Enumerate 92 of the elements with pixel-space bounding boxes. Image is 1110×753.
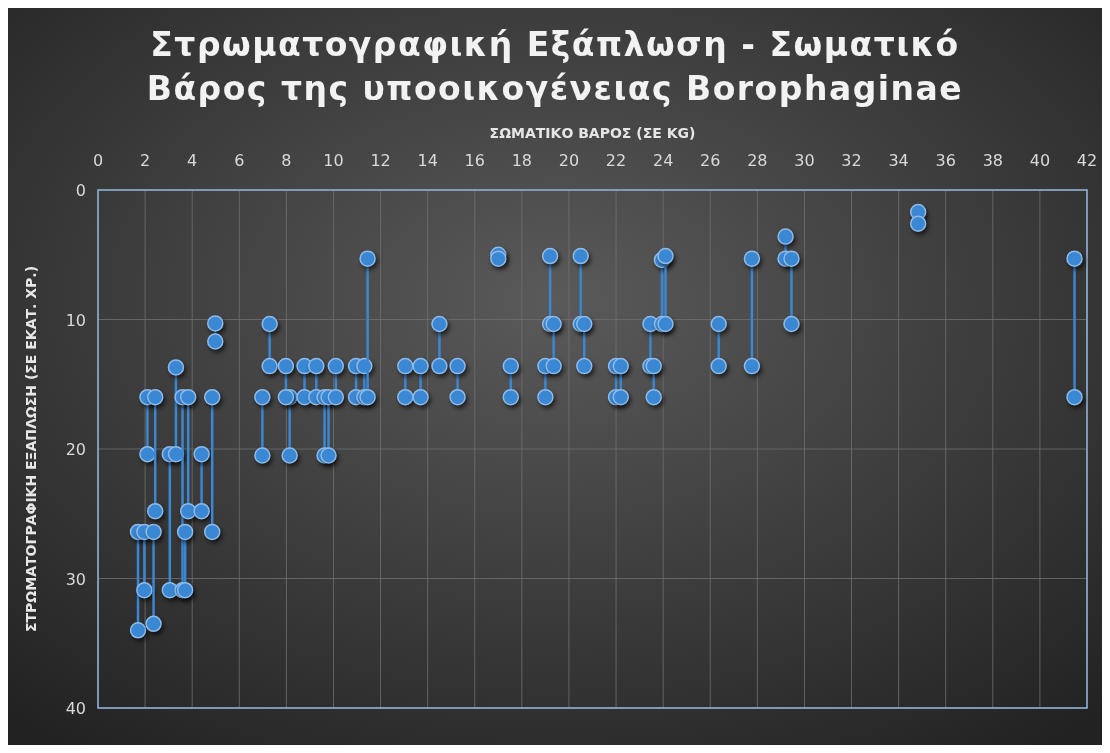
point <box>327 388 345 406</box>
point <box>777 228 794 245</box>
point <box>545 357 562 375</box>
point <box>576 315 593 333</box>
x-tick-label: 8 <box>281 151 292 170</box>
x-tick-label: 28 <box>747 151 768 170</box>
x-tick-label: 32 <box>841 151 862 170</box>
x-tick-label: 4 <box>187 151 198 170</box>
x-tick-label: 26 <box>700 151 721 170</box>
point <box>612 357 630 375</box>
point <box>207 315 224 332</box>
point <box>783 315 800 333</box>
x-tick-label: 20 <box>558 151 580 170</box>
x-tick-label: 2 <box>140 151 151 170</box>
point <box>545 315 562 333</box>
point <box>657 247 674 265</box>
point <box>277 388 295 406</box>
x-tick-label: 14 <box>417 151 438 170</box>
point <box>431 357 448 375</box>
point <box>541 247 559 265</box>
point <box>308 357 325 375</box>
x-tick-label: 40 <box>1029 151 1051 170</box>
point <box>576 357 593 375</box>
point <box>710 315 727 333</box>
point <box>743 250 761 267</box>
point <box>327 357 345 375</box>
point <box>909 215 927 232</box>
chart-title: Στρωματογραφική Εξάπλωση - Σωματικό Βάρος της υποοικογένειας Borophaginae <box>146 25 964 108</box>
point <box>1066 388 1083 406</box>
x-tick-label: 24 <box>652 151 674 170</box>
point <box>612 388 630 406</box>
point <box>397 388 414 406</box>
point <box>710 357 727 375</box>
x-tick-label: 30 <box>794 151 815 170</box>
x-tick-label: 10 <box>323 151 344 170</box>
point <box>359 250 376 267</box>
point <box>449 388 466 406</box>
point <box>783 250 800 267</box>
point <box>136 581 153 599</box>
point <box>207 333 224 350</box>
x-tick-label: 0 <box>92 151 104 170</box>
point <box>657 315 674 333</box>
x-axis-title: ΣΩΜΑΤΙΚΟ ΒΑΡΟΣ (ΣΕ KG) <box>489 125 696 141</box>
point <box>167 359 185 376</box>
point <box>176 523 194 541</box>
point <box>449 357 466 375</box>
point <box>645 388 662 406</box>
point <box>254 447 271 464</box>
point <box>254 388 271 406</box>
point <box>431 315 448 333</box>
point <box>193 502 210 520</box>
point <box>203 523 221 541</box>
x-tick-label: 42 <box>1076 151 1098 170</box>
point <box>145 523 162 541</box>
point <box>1066 250 1083 267</box>
point <box>261 357 278 375</box>
point <box>502 357 520 375</box>
x-tick-label: 38 <box>982 151 1003 170</box>
y-tick-label: 10 <box>65 310 86 330</box>
point <box>281 447 298 464</box>
point <box>490 250 507 267</box>
point <box>203 388 221 406</box>
point <box>537 388 554 406</box>
x-tick-label: 34 <box>888 151 909 170</box>
point <box>139 445 156 463</box>
point <box>572 247 589 265</box>
x-tick-label: 16 <box>464 151 485 170</box>
point <box>412 357 429 375</box>
point <box>179 502 197 520</box>
point <box>412 388 429 406</box>
point <box>277 357 295 375</box>
y-tick-label: 0 <box>75 181 86 200</box>
point <box>193 445 210 463</box>
x-tick-label: 18 <box>511 151 533 170</box>
x-tick-label: 36 <box>935 151 956 170</box>
point <box>743 357 761 375</box>
y-tick-label: 20 <box>65 440 86 459</box>
point <box>146 388 164 406</box>
y-axis-title: ΣΤΡΩΜΑΤΟΓΡΑΦΙΚΗ ΕΞΑΠΛΩΣΗ (ΣΕ ΕΚΑΤ. ΧΡ.) <box>23 265 39 633</box>
point <box>145 615 162 633</box>
point <box>129 622 147 639</box>
point <box>502 388 520 406</box>
x-tick-label: 12 <box>370 151 391 170</box>
point <box>179 388 197 406</box>
y-tick-label: 40 <box>65 699 86 718</box>
point <box>261 315 278 333</box>
point <box>146 502 164 520</box>
x-tick-label: 22 <box>605 151 627 170</box>
point <box>320 447 337 464</box>
y-tick-label: 30 <box>65 569 86 589</box>
point <box>397 357 414 375</box>
x-tick-label: 6 <box>234 151 245 170</box>
